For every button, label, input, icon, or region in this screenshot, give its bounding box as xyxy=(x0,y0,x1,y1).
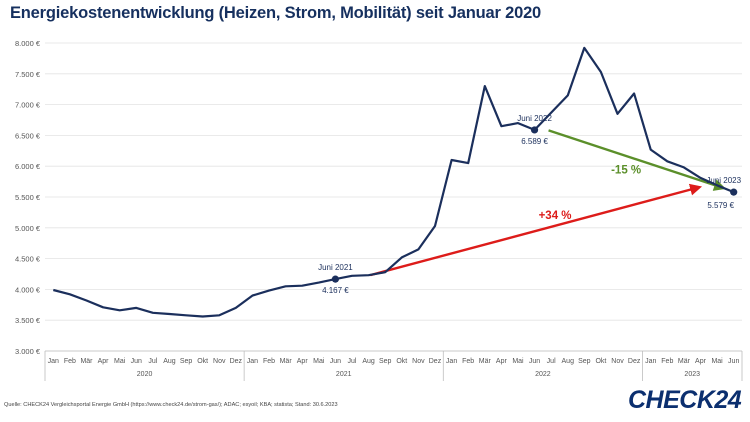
x-tick-label: Feb xyxy=(64,358,76,365)
highlight-point xyxy=(331,275,340,283)
x-tick-label: Nov xyxy=(611,358,624,365)
highlight-value-label: 4.167 € xyxy=(322,286,349,295)
y-tick-label: 3.500 € xyxy=(15,316,41,325)
year-label: 2022 xyxy=(535,371,551,378)
x-tick-label: Jun xyxy=(529,358,540,365)
x-tick-label: Dez xyxy=(429,358,442,365)
x-tick-label: Mär xyxy=(479,358,492,365)
x-tick-label: Sep xyxy=(578,358,591,365)
x-tick-label: Apr xyxy=(98,358,110,365)
y-tick-label: 7.500 € xyxy=(15,70,41,79)
x-tick-label: Jan xyxy=(446,358,457,365)
arrow-increase xyxy=(370,183,703,277)
x-tick-label: Apr xyxy=(496,358,508,365)
x-tick-label: Jan xyxy=(247,358,258,365)
x-tick-label: Feb xyxy=(462,358,474,365)
highlight-point xyxy=(530,126,539,134)
x-tick-label: Mär xyxy=(678,358,691,365)
x-tick-label: Jul xyxy=(148,358,157,365)
y-tick-label: 4.000 € xyxy=(15,285,41,294)
annotation-label-increase: +34 % xyxy=(539,210,572,222)
x-tick-label: Mai xyxy=(114,358,126,365)
x-tick-label: Aug xyxy=(163,358,176,365)
y-tick-label: 4.500 € xyxy=(15,255,41,264)
y-tick-label: 3.000 € xyxy=(15,347,41,356)
x-tick-label: Dez xyxy=(230,358,243,365)
y-tick-label: 5.500 € xyxy=(15,193,41,202)
x-tick-label: Jul xyxy=(348,358,357,365)
year-label: 2020 xyxy=(137,371,153,378)
year-label: 2021 xyxy=(336,371,352,378)
x-tick-label: Feb xyxy=(661,358,673,365)
x-tick-label: Aug xyxy=(562,358,575,365)
year-label: 2023 xyxy=(684,371,700,378)
x-tick-label: Feb xyxy=(263,358,275,365)
x-tick-label: Mär xyxy=(280,358,293,365)
highlight-date-label: Juni 2021 xyxy=(318,263,353,272)
grid-layer xyxy=(45,42,742,352)
x-tick-label: Mai xyxy=(313,358,325,365)
x-tick-label: Okt xyxy=(595,358,606,365)
highlight-value-label: 5.579 € xyxy=(707,201,734,210)
highlight-date-label: Juni 2022 xyxy=(517,114,552,123)
x-tick-label: Jun xyxy=(131,358,142,365)
source-note: Quelle: CHECK24 Vergleichsportal Energie… xyxy=(4,402,338,408)
y-tick-label: 7.000 € xyxy=(15,101,41,110)
annotation-arrows: +34 % -15 % xyxy=(370,129,726,277)
x-tick-label: Nov xyxy=(213,358,226,365)
x-tick-label: Mai xyxy=(711,358,723,365)
x-tick-label: Jan xyxy=(645,358,656,365)
x-tick-label: Jun xyxy=(330,358,341,365)
x-tick-label: Okt xyxy=(197,358,208,365)
x-tick-label: Aug xyxy=(362,358,375,365)
x-tick-label: Mai xyxy=(512,358,524,365)
arrow-decrease xyxy=(548,129,726,191)
series-line xyxy=(53,46,735,318)
y-tick-label: 6.500 € xyxy=(15,131,41,140)
highlight-point xyxy=(730,188,738,196)
x-tick-label: Sep xyxy=(180,358,193,365)
x-axis: Jan Feb Mär Apr Mai Jun Jul Aug Sep Okt Nov Dez Jan F… xyxy=(44,350,743,381)
check24-logo: CHECK24 xyxy=(628,386,742,414)
x-tick-label: Mär xyxy=(80,358,93,365)
highlight-layer: Juni 2021 4.167 € Juni 2022 6.589 € Juni 202… xyxy=(318,114,742,295)
annotation-label-decrease: -15 % xyxy=(611,164,641,176)
y-tick-label: 8.000 € xyxy=(15,39,41,48)
x-tick-label: Apr xyxy=(695,358,707,365)
highlight-value-label: 6.589 € xyxy=(521,137,548,146)
x-tick-label: Jun xyxy=(728,358,739,365)
chart-title: Energiekostenentwicklung (Heizen, Strom,… xyxy=(10,4,542,22)
x-tick-label: Apr xyxy=(297,358,309,365)
x-tick-label: Dez xyxy=(628,358,641,365)
x-tick-label: Jul xyxy=(547,358,556,365)
y-tick-label: 5.000 € xyxy=(15,224,41,233)
x-tick-label: Nov xyxy=(412,358,425,365)
y-axis: 3.000 € 3.500 € 4.000 € 4.500 € 5.000 € 5.500… xyxy=(15,39,41,356)
highlight-date-label: Juni 2023 xyxy=(706,176,741,185)
y-tick-label: 6.000 € xyxy=(15,162,41,171)
x-tick-label: Sep xyxy=(379,358,392,365)
x-tick-label: Jan xyxy=(48,358,59,365)
series-layer xyxy=(53,46,735,318)
x-tick-label: Okt xyxy=(396,358,407,365)
